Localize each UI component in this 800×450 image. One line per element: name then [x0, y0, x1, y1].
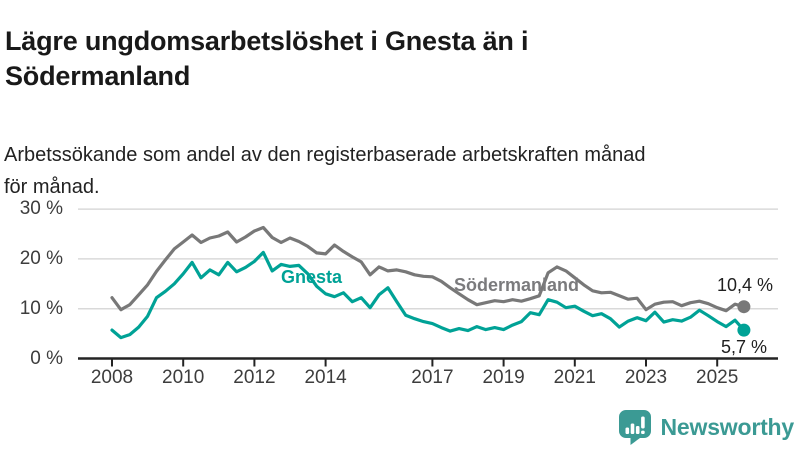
exclamation-glyph [640, 416, 645, 429]
exclamation-dot [640, 430, 645, 434]
series-line-södermanland [110, 225, 746, 313]
y-tick-label: 30 % [19, 198, 63, 220]
series-end-dot-södermanland [737, 300, 751, 314]
bar-chart-glyph [630, 423, 634, 434]
series-line-gnesta [110, 250, 746, 340]
bar-chart-glyph [625, 427, 629, 434]
y-tick-label: 0 % [30, 347, 63, 369]
x-tick-label: 2021 [553, 367, 596, 388]
x-tick-label: 2008 [90, 367, 134, 388]
series-label-sodermanland: Södermanland [454, 275, 580, 295]
x-tick-label: 2012 [233, 367, 276, 388]
speech-bubble-shape [618, 410, 651, 445]
series-end-dot-gnesta [737, 323, 751, 337]
subtitle-line-2: för månad. [4, 176, 100, 198]
subtitle-line-1: Arbetssökande som andel av den registerb… [4, 144, 646, 166]
brand-attribution: Newsworthy [618, 409, 794, 445]
end-value-label-sodermanland: 10,4 % [717, 275, 774, 295]
brand-name: Newsworthy [660, 413, 795, 440]
y-tick-label: 10 % [19, 297, 63, 319]
x-tick-label: 2017 [411, 367, 454, 388]
end-value-label-gnesta: 5,7 % [721, 337, 768, 357]
bar-chart-glyph [635, 426, 640, 434]
chart-subtitle: Arbetssökande som andel av den registerb… [4, 139, 796, 203]
x-tick-label: 2014 [304, 367, 347, 388]
x-tick-label: 2023 [624, 367, 668, 388]
title-line-2: Södermanland [5, 61, 191, 92]
y-tick-label: 20 % [19, 247, 63, 269]
page-title: Lägre ungdomsarbetslöshet i Gnesta än i … [5, 24, 725, 94]
newsworthy-logo-icon [618, 410, 651, 445]
title-line-1: Lägre ungdomsarbetslöshet i Gnesta än i [5, 26, 529, 57]
x-tick-label: 2025 [696, 367, 739, 388]
x-tick-label: 2019 [482, 367, 525, 388]
x-tick-label: 2010 [162, 367, 205, 388]
series-label-gnesta: Gnesta [281, 267, 343, 287]
